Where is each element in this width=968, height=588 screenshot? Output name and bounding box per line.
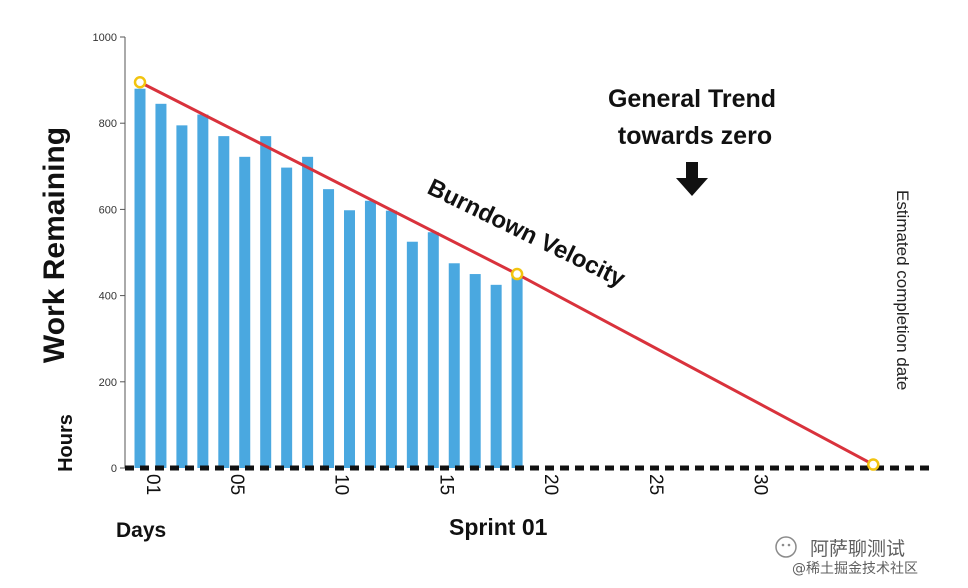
bar [385,210,397,468]
y-axis-unit-label: Hours [55,414,77,472]
general-trend-label-line2: towards zero [618,122,772,150]
bar [239,156,251,468]
bars [134,88,523,469]
bar [302,156,314,468]
x-axis-label-sprint: Sprint 01 [449,514,548,540]
x-tick-label: 30 [750,474,771,495]
x-tick-label: 25 [645,474,666,495]
y-tick-label: 800 [99,118,117,130]
down-arrow-icon [676,162,708,196]
bar [176,125,188,468]
y-tick-label: 600 [99,204,117,216]
watermark: 阿萨聊测试 @稀土掘金技术社区 [775,536,918,577]
bar [364,200,376,468]
trend-marker [510,267,524,281]
y-tick-label: 200 [99,377,117,389]
bar [218,136,230,468]
wechat-icon [775,536,797,558]
bar [155,103,167,469]
x-tick-label: 10 [331,474,352,495]
bar [260,136,272,468]
x-tick-label: 05 [226,474,247,495]
y-axis-ticks: 0 200 400 600 800 1000 [93,32,125,475]
bar [469,274,481,468]
x-axis-label-days: Days [116,519,166,542]
y-tick-label: 0 [111,463,117,475]
bar [427,232,439,468]
x-tick-label: 15 [435,474,456,495]
watermark-line2: @稀土掘金技术社区 [792,561,918,577]
bar [197,114,209,468]
bar [344,210,355,468]
bar [406,241,418,468]
bar [448,263,460,468]
bar [490,284,502,468]
bar [323,189,335,468]
bar [281,167,293,468]
bar [134,88,146,468]
trend-line-group [133,76,880,471]
general-trend-label-line1: General Trend [608,85,776,113]
trend-marker [867,458,880,471]
watermark-line1: 阿萨聊测试 [810,538,905,560]
y-tick-label: 1000 [93,32,117,44]
x-tick-label: 20 [540,474,561,495]
y-axis-label: Work Remaining [38,127,71,363]
trend-marker [133,76,147,89]
bar [511,274,523,468]
x-tick-label: 01 [142,474,163,495]
estimated-completion-label: Estimated completion date [893,190,912,390]
y-tick-label: 400 [99,291,117,303]
x-axis-ticks: 01 05 10 15 20 25 30 [142,474,771,495]
